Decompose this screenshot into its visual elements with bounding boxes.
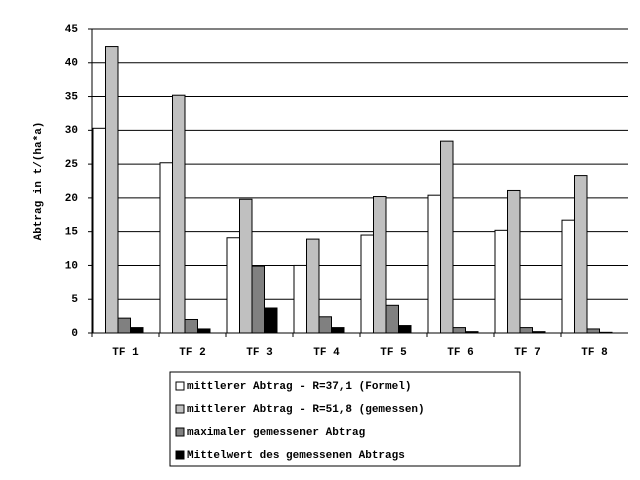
bar: [452, 327, 466, 334]
bar: [385, 304, 399, 334]
bar: [331, 327, 345, 334]
bar: [586, 328, 600, 334]
y-axis-title: Abtrag in t/(ha*a): [33, 122, 45, 241]
y-tick-label: 20: [65, 193, 78, 205]
x-tick-label: TF 4: [313, 347, 340, 359]
bar: [226, 237, 240, 334]
bar: [574, 175, 588, 334]
bar: [373, 196, 387, 334]
legend-label: mittlerer Abtrag - R=37,1 (Formel): [187, 381, 411, 393]
bar: [117, 317, 131, 334]
legend-label: maximaler gemessener Abtrag: [187, 427, 365, 439]
y-tick-label: 35: [65, 91, 79, 103]
bar: [427, 194, 441, 334]
bar: [465, 331, 479, 334]
bar: [105, 46, 119, 334]
bar: [532, 331, 546, 334]
legend-box: [169, 371, 521, 467]
bar: [360, 234, 374, 334]
bar: [159, 162, 173, 334]
y-tick-label: 25: [65, 159, 79, 171]
bar: [306, 238, 320, 334]
legend-swatch: [175, 381, 185, 391]
bar: [561, 219, 575, 334]
bar: [494, 229, 508, 334]
y-tick-label: 5: [71, 294, 78, 306]
bar: [251, 265, 265, 334]
y-tick-label: 10: [65, 260, 78, 272]
bar: [184, 318, 198, 334]
bar: [599, 331, 613, 334]
legend-swatch: [175, 450, 185, 460]
y-tick-label: 15: [65, 227, 79, 239]
x-tick-label: TF 7: [514, 347, 540, 359]
bar: [440, 140, 454, 334]
bar: [318, 316, 332, 334]
bar: [197, 328, 211, 334]
x-tick-label: TF 8: [581, 347, 608, 359]
bar: [398, 325, 412, 334]
y-tick-label: 0: [71, 328, 78, 340]
y-tick-label: 30: [65, 125, 78, 137]
x-tick-label: TF 5: [380, 347, 407, 359]
bar: [519, 327, 533, 334]
legend-label: Mittelwert des gemessenen Abtrags: [187, 450, 405, 462]
y-tick-label: 45: [65, 24, 79, 36]
bar: [507, 189, 521, 334]
bar: [293, 264, 307, 334]
legend-swatch: [175, 427, 185, 437]
bar: [92, 127, 106, 334]
x-tick-label: TF 2: [179, 347, 205, 359]
x-tick-label: TF 1: [112, 347, 139, 359]
bar: [239, 198, 253, 334]
x-tick-label: TF 3: [246, 347, 273, 359]
bar: [130, 327, 144, 334]
bar: [172, 94, 186, 334]
y-tick-label: 40: [65, 58, 78, 70]
x-tick-label: TF 6: [447, 347, 473, 359]
legend-swatch: [175, 404, 185, 414]
bar: [264, 307, 278, 334]
legend-label: mittlerer Abtrag - R=51,8 (gemessen): [187, 404, 425, 416]
